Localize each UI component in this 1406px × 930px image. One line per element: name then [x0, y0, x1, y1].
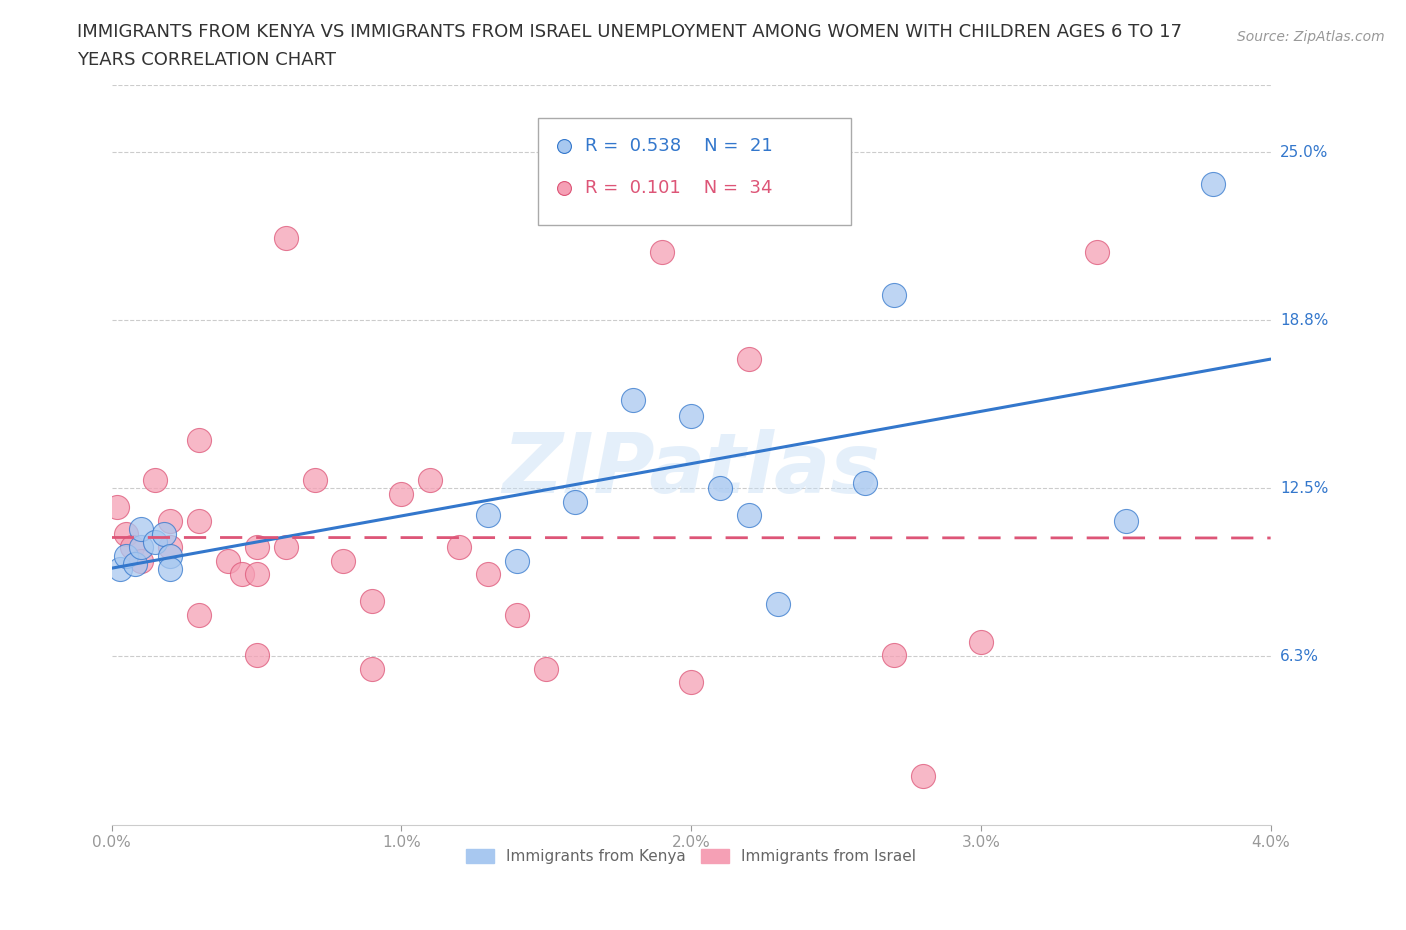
- Point: [621, 392, 644, 407]
- Text: 12.5%: 12.5%: [1279, 481, 1329, 496]
- Point: [332, 553, 354, 568]
- Point: [274, 231, 297, 246]
- Point: [883, 287, 905, 302]
- Point: [911, 769, 934, 784]
- Point: [187, 607, 209, 622]
- Point: [449, 540, 471, 555]
- Point: [419, 472, 441, 487]
- Text: ZIPatlas: ZIPatlas: [502, 429, 880, 510]
- Text: 25.0%: 25.0%: [1279, 144, 1329, 160]
- Point: [159, 540, 181, 555]
- Point: [506, 553, 529, 568]
- Point: [1202, 177, 1225, 192]
- Point: [217, 553, 239, 568]
- Point: [143, 535, 166, 550]
- Point: [124, 556, 146, 571]
- Text: YEARS CORRELATION CHART: YEARS CORRELATION CHART: [77, 51, 336, 69]
- Point: [110, 562, 132, 577]
- Point: [564, 495, 586, 510]
- Point: [143, 472, 166, 487]
- Point: [107, 499, 129, 514]
- Point: [129, 521, 152, 536]
- Point: [361, 661, 384, 676]
- FancyBboxPatch shape: [538, 118, 851, 225]
- Point: [391, 486, 413, 501]
- Point: [245, 567, 267, 582]
- Point: [121, 540, 143, 555]
- Point: [187, 432, 209, 447]
- Point: [853, 475, 876, 490]
- Point: [738, 508, 761, 523]
- Point: [231, 567, 253, 582]
- Point: [1115, 513, 1137, 528]
- Text: 18.8%: 18.8%: [1279, 312, 1329, 327]
- Point: [129, 540, 152, 555]
- Text: R =  0.101    N =  34: R = 0.101 N = 34: [585, 179, 772, 197]
- Point: [681, 674, 703, 689]
- Point: [361, 594, 384, 609]
- Point: [506, 607, 529, 622]
- Point: [651, 244, 673, 259]
- Point: [970, 634, 993, 649]
- Point: [187, 513, 209, 528]
- Point: [883, 647, 905, 662]
- Point: [477, 567, 499, 582]
- Text: R =  0.538    N =  21: R = 0.538 N = 21: [585, 137, 772, 155]
- Point: [274, 540, 297, 555]
- Text: Source: ZipAtlas.com: Source: ZipAtlas.com: [1237, 30, 1385, 44]
- Point: [129, 553, 152, 568]
- Point: [115, 548, 138, 563]
- Point: [115, 526, 138, 541]
- Point: [536, 661, 558, 676]
- Point: [1085, 244, 1108, 259]
- Point: [766, 596, 789, 611]
- Point: [159, 548, 181, 563]
- Point: [153, 526, 176, 541]
- Point: [245, 540, 267, 555]
- Legend: Immigrants from Kenya, Immigrants from Israel: Immigrants from Kenya, Immigrants from I…: [460, 843, 922, 870]
- Text: IMMIGRANTS FROM KENYA VS IMMIGRANTS FROM ISRAEL UNEMPLOYMENT AMONG WOMEN WITH CH: IMMIGRANTS FROM KENYA VS IMMIGRANTS FROM…: [77, 23, 1182, 41]
- Point: [245, 647, 267, 662]
- Point: [159, 513, 181, 528]
- Point: [709, 481, 731, 496]
- Point: [159, 562, 181, 577]
- Point: [681, 408, 703, 423]
- Point: [304, 472, 326, 487]
- Point: [738, 352, 761, 366]
- Text: 6.3%: 6.3%: [1279, 649, 1319, 664]
- Point: [477, 508, 499, 523]
